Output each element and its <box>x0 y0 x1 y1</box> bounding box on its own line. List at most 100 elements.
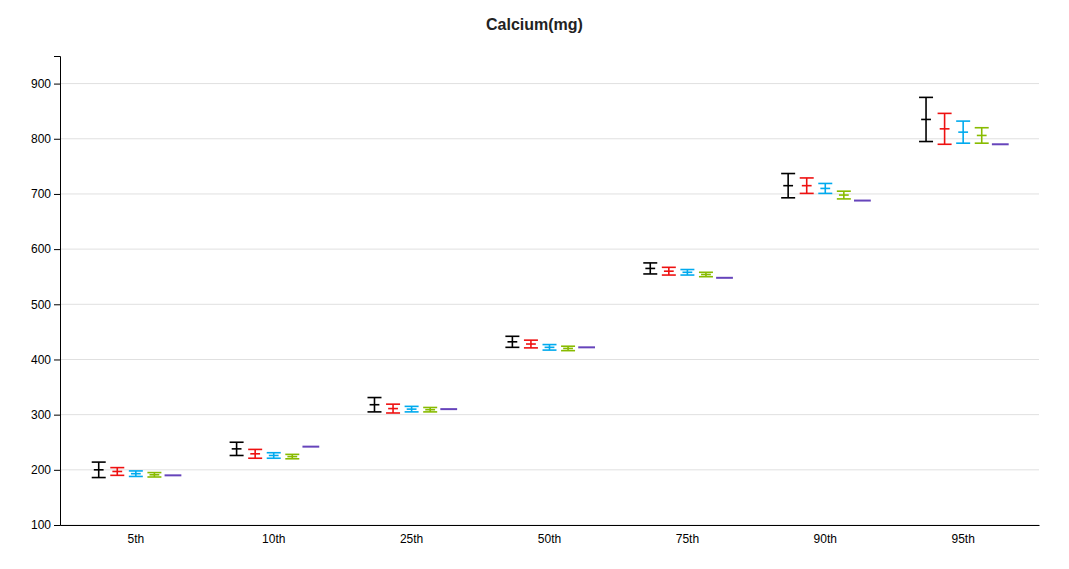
error-bar-cap <box>147 476 161 478</box>
y-tick-label: 200 <box>31 463 51 477</box>
error-bar-cap <box>367 411 381 413</box>
value-dash <box>578 346 595 348</box>
x-tick: 75th <box>676 532 699 546</box>
y-tick-label: 600 <box>31 242 51 256</box>
error-bar <box>975 128 989 143</box>
center-tick <box>701 274 711 276</box>
x-tick: 5th <box>127 532 144 546</box>
error-bar <box>92 462 106 477</box>
error-bar <box>110 468 124 476</box>
y-tick-mark <box>54 525 60 526</box>
error-bar-cap <box>405 411 419 413</box>
x-tick: 50th <box>538 532 561 546</box>
center-tick <box>958 131 968 133</box>
error-bar <box>367 398 381 412</box>
error-bar-cap <box>818 193 832 195</box>
error-bar-cap <box>938 143 952 145</box>
error-bar <box>800 178 814 193</box>
x-tick-label: 5th <box>127 532 144 546</box>
error-bar-cap <box>110 475 124 477</box>
error-bar-cap <box>248 449 262 451</box>
error-bar <box>716 277 733 278</box>
error-bar-cap <box>680 274 694 276</box>
y-tick-mark <box>54 415 60 416</box>
error-bar-cap <box>699 271 713 273</box>
value-dash <box>992 143 1009 145</box>
center-tick <box>269 455 279 457</box>
center-tick <box>250 453 260 455</box>
y-tick-label: 800 <box>31 132 51 146</box>
error-bar-cap <box>129 476 143 478</box>
error-bar <box>854 200 871 201</box>
x-tick-label: 75th <box>676 532 699 546</box>
y-tick: 200 <box>31 463 60 477</box>
center-tick <box>545 347 555 349</box>
error-bar-cap <box>285 454 299 456</box>
error-bar-cap <box>680 269 694 271</box>
center-tick <box>407 408 417 410</box>
error-bar-cap <box>267 452 281 454</box>
x-tick-label: 95th <box>951 532 974 546</box>
y-tick-mark <box>54 304 60 305</box>
x-tick: 95th <box>951 532 974 546</box>
error-bar <box>662 267 676 275</box>
error-bar <box>781 174 795 198</box>
error-bar-cap <box>938 113 952 115</box>
error-bar-cap <box>956 120 970 122</box>
error-bar <box>992 144 1009 145</box>
error-bar-cap <box>837 190 851 192</box>
center-tick <box>682 271 692 273</box>
center-tick <box>287 456 297 458</box>
x-tick-label: 90th <box>814 532 837 546</box>
error-bar <box>837 191 851 199</box>
error-bar-cap <box>662 267 676 269</box>
y-tick: 700 <box>31 187 60 201</box>
center-tick <box>802 185 812 187</box>
center-tick <box>112 471 122 473</box>
error-bar-cap <box>386 403 400 405</box>
center-tick <box>820 188 830 190</box>
error-bar-cap <box>800 193 814 195</box>
error-bar-cap <box>818 183 832 185</box>
error-bar-cap <box>524 339 538 341</box>
y-tick: 500 <box>31 298 60 312</box>
center-tick <box>526 343 536 345</box>
error-bar-cap <box>561 350 575 352</box>
center-tick <box>507 341 517 343</box>
error-bar-cap <box>110 467 124 469</box>
error-bar <box>248 449 262 458</box>
y-tick-label: 900 <box>31 77 51 91</box>
error-bar <box>423 407 437 411</box>
x-tick: 25th <box>400 532 423 546</box>
error-bar-cap <box>92 461 106 463</box>
center-tick <box>563 348 573 350</box>
error-bar-cap <box>230 455 244 457</box>
y-tick: 100 <box>31 518 60 532</box>
error-bar <box>440 409 457 410</box>
error-bar <box>956 121 970 143</box>
y-tick: 300 <box>31 408 60 422</box>
error-bar-cap <box>505 347 519 349</box>
center-tick <box>131 473 141 475</box>
error-bar <box>386 404 400 413</box>
center-tick <box>425 409 435 411</box>
error-bar-cap <box>919 141 933 143</box>
y-tick-mark <box>54 359 60 360</box>
chart-svg: 1002003004005006007008009005th10th25th50… <box>0 0 1069 569</box>
error-bar-cap <box>405 406 419 408</box>
x-tick: 10th <box>262 532 285 546</box>
y-tick: 600 <box>31 242 60 256</box>
error-bar-cap <box>919 97 933 99</box>
error-bar-cap <box>662 274 676 276</box>
series <box>147 128 988 477</box>
x-tick-label: 10th <box>262 532 285 546</box>
error-bar-cap <box>423 407 437 409</box>
error-bar-cap <box>129 470 143 472</box>
error-bar-cap <box>837 198 851 200</box>
grid-line <box>60 304 1039 305</box>
grid-line <box>60 525 1039 526</box>
error-bar <box>147 473 161 477</box>
y-tick: 800 <box>31 132 60 146</box>
center-tick <box>940 128 950 130</box>
series <box>129 121 970 476</box>
